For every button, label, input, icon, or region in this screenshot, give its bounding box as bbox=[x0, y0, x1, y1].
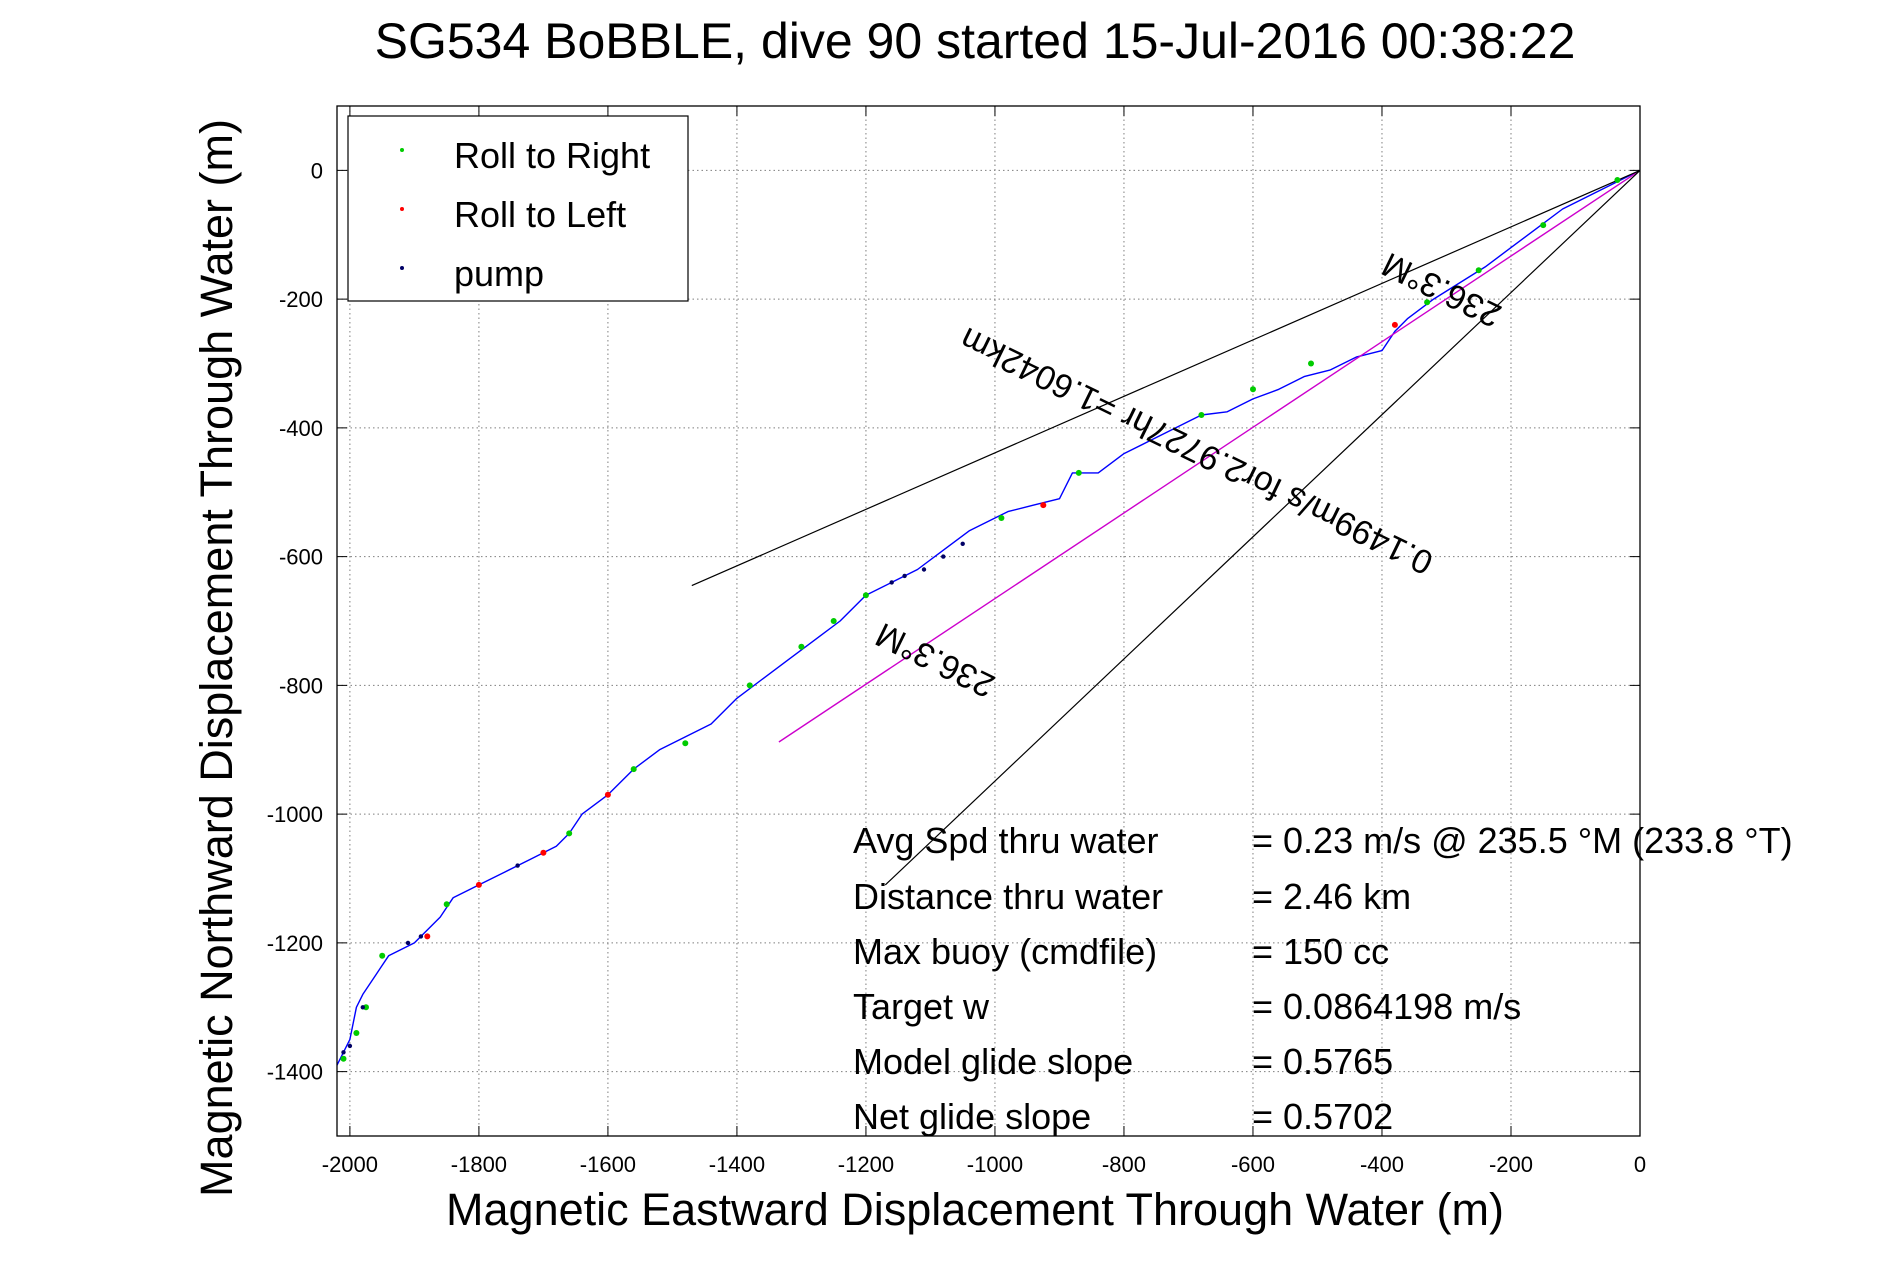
stat-value-distance: = 2.46 km bbox=[1252, 876, 1411, 917]
stat-label-distance: Distance thru water bbox=[853, 876, 1163, 917]
stat-value-max-buoy: = 150 cc bbox=[1252, 931, 1389, 972]
marker-pump bbox=[360, 1005, 365, 1010]
annotation-label: 0.1499m/s for2.9727hr =1.6042km bbox=[954, 319, 1439, 581]
marker-pump bbox=[341, 1050, 346, 1055]
stat-value-avg-speed: = 0.23 m/s @ 235.5 °M (233.8 °T) bbox=[1252, 820, 1793, 861]
marker-pump bbox=[515, 863, 520, 868]
legend-label-pump: pump bbox=[454, 253, 544, 294]
chart-title: SG534 BoBBLE, dive 90 started 15-Jul-201… bbox=[375, 13, 1576, 69]
marker-pump bbox=[921, 567, 927, 572]
x-tick-label: -400 bbox=[1360, 1152, 1404, 1177]
legend: Roll to Right Roll to Left pump bbox=[347, 115, 689, 302]
x-tick-label: -600 bbox=[1231, 1152, 1275, 1177]
marker-pump bbox=[889, 580, 894, 585]
stat-label-net-glide: Net glide slope bbox=[853, 1096, 1091, 1137]
series-envelope bbox=[884, 169, 1641, 886]
stats-block: Avg Spd thru water = 0.23 m/s @ 235.5 °M… bbox=[853, 820, 1793, 1137]
stat-value-net-glide: = 0.5702 bbox=[1252, 1096, 1393, 1137]
marker-pump bbox=[902, 573, 907, 579]
series-bearing-line bbox=[778, 169, 1641, 743]
marker-roll-right bbox=[363, 1004, 369, 1011]
y-tick-label: 0 bbox=[311, 158, 323, 183]
stat-label-avg-speed: Avg Spd thru water bbox=[853, 820, 1159, 861]
marker-roll-right bbox=[443, 901, 450, 908]
marker-roll-left bbox=[540, 849, 547, 856]
x-tick-label: -1800 bbox=[451, 1152, 507, 1177]
stat-label-target-w: Target w bbox=[853, 986, 990, 1027]
y-tick-label: -1000 bbox=[267, 802, 323, 827]
marker-roll-right bbox=[682, 740, 689, 747]
legend-marker-pump bbox=[400, 266, 404, 270]
marker-pump bbox=[347, 1043, 353, 1049]
marker-roll-right bbox=[1308, 360, 1314, 367]
marker-pump bbox=[941, 554, 946, 559]
x-axis-label: Magnetic Eastward Displacement Through W… bbox=[446, 1184, 1504, 1235]
marker-roll-right bbox=[1424, 299, 1431, 306]
marker-roll-right bbox=[798, 643, 805, 650]
marker-roll-left bbox=[475, 881, 482, 888]
stat-label-max-buoy: Max buoy (cmdfile) bbox=[853, 931, 1157, 972]
marker-roll-left bbox=[424, 933, 431, 940]
y-tick-label: -200 bbox=[279, 287, 323, 312]
x-tick-label: -1200 bbox=[838, 1152, 894, 1177]
marker-roll-right bbox=[1614, 177, 1621, 183]
marker-roll-left bbox=[604, 791, 611, 798]
legend-label-roll-left: Roll to Left bbox=[454, 194, 626, 235]
y-tick-label: -1400 bbox=[267, 1060, 323, 1085]
marker-roll-right bbox=[630, 766, 637, 773]
plot-border bbox=[336, 105, 1641, 1137]
x-tick-label: -2000 bbox=[322, 1152, 378, 1177]
y-axis-label: Magnetic Northward Displacement Through … bbox=[191, 119, 242, 1197]
markers bbox=[340, 177, 1621, 1062]
marker-roll-right bbox=[340, 1055, 347, 1062]
x-tick-label: -1400 bbox=[709, 1152, 765, 1177]
marker-roll-right bbox=[1198, 412, 1205, 418]
y-tick-label: -600 bbox=[279, 545, 323, 570]
marker-roll-left bbox=[1391, 321, 1398, 328]
marker-pump bbox=[418, 934, 424, 939]
marker-roll-right bbox=[830, 618, 837, 624]
annotations: 236.3°M0.1499m/s for2.9727hr =1.6042km23… bbox=[870, 245, 1507, 705]
series-envelope bbox=[691, 169, 1641, 587]
legend-marker-roll-right bbox=[400, 148, 404, 152]
marker-roll-right bbox=[353, 1030, 360, 1036]
plot-frame bbox=[336, 105, 1641, 1137]
legend-box bbox=[347, 115, 689, 302]
marker-roll-right bbox=[1475, 267, 1482, 274]
legend-label-roll-right: Roll to Right bbox=[454, 135, 650, 176]
annotation-label: 236.3°M bbox=[1376, 245, 1507, 335]
x-tick-label: -1600 bbox=[580, 1152, 636, 1177]
annotation-label: 236.3°M bbox=[870, 615, 1001, 705]
marker-roll-right bbox=[1540, 222, 1547, 229]
x-tick-label: -800 bbox=[1102, 1152, 1146, 1177]
x-tick-label: 0 bbox=[1634, 1152, 1646, 1177]
marker-roll-right bbox=[1075, 469, 1082, 476]
marker-roll-right bbox=[998, 515, 1005, 521]
marker-pump bbox=[405, 940, 411, 946]
y-tick-label: -1200 bbox=[267, 931, 323, 956]
marker-roll-left bbox=[1040, 502, 1047, 509]
legend-marker-roll-left bbox=[400, 207, 404, 211]
x-tick-label: -200 bbox=[1489, 1152, 1533, 1177]
y-tick-label: -400 bbox=[279, 416, 323, 441]
y-tick-label: -800 bbox=[279, 673, 323, 698]
series-track bbox=[336, 169, 1641, 1066]
plot-lines bbox=[336, 169, 1641, 1066]
stat-label-model-glide: Model glide slope bbox=[853, 1041, 1133, 1082]
marker-pump bbox=[960, 541, 965, 546]
marker-roll-right bbox=[379, 952, 386, 959]
marker-roll-right bbox=[746, 682, 753, 689]
stat-value-target-w: = 0.0864198 m/s bbox=[1252, 986, 1521, 1027]
marker-roll-right bbox=[862, 592, 869, 599]
x-tick-label: -1000 bbox=[967, 1152, 1023, 1177]
marker-roll-right bbox=[566, 830, 573, 837]
axis-ticks: -2000 -1800 -1600 -1400 -1200 -1000 -800 -600 -4… bbox=[267, 106, 1646, 1177]
stat-value-model-glide: = 0.5765 bbox=[1252, 1041, 1393, 1082]
marker-roll-right bbox=[1250, 386, 1256, 393]
